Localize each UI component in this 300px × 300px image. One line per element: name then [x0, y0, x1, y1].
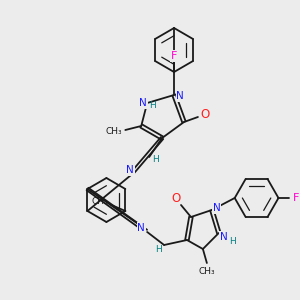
- Text: H: H: [229, 236, 236, 245]
- Text: N: N: [213, 203, 221, 213]
- Text: N: N: [220, 232, 228, 242]
- Text: N: N: [126, 165, 134, 175]
- Text: O: O: [200, 107, 209, 121]
- Text: CH₃: CH₃: [91, 197, 108, 206]
- Text: H: H: [149, 100, 155, 109]
- Text: F: F: [171, 51, 177, 61]
- Text: F: F: [293, 193, 300, 203]
- Text: CH₃: CH₃: [199, 266, 215, 275]
- Text: H: H: [155, 245, 161, 254]
- Text: O: O: [171, 193, 181, 206]
- Text: H: H: [152, 154, 158, 164]
- Text: N: N: [137, 223, 145, 233]
- Text: N: N: [176, 91, 184, 101]
- Text: CH₃: CH₃: [105, 127, 122, 136]
- Text: N: N: [139, 98, 147, 108]
